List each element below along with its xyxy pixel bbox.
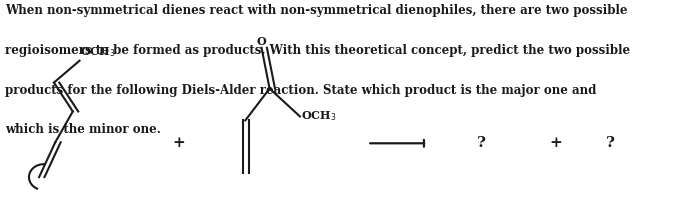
- Text: +: +: [550, 136, 562, 150]
- Text: O: O: [257, 36, 266, 47]
- Text: +: +: [173, 136, 185, 150]
- Text: OCH$_3$: OCH$_3$: [80, 45, 115, 59]
- Text: OCH$_3$: OCH$_3$: [301, 109, 337, 123]
- Text: regioisomers to be formed as products. With this theoretical concept, predict th: regioisomers to be formed as products. W…: [5, 44, 630, 57]
- Text: ?: ?: [605, 136, 615, 150]
- Text: ?: ?: [477, 136, 487, 150]
- Text: products for the following Diels-Alder reaction. State which product is the majo: products for the following Diels-Alder r…: [5, 84, 596, 97]
- Text: which is the minor one.: which is the minor one.: [5, 123, 161, 136]
- Text: When non-symmetrical dienes react with non-symmetrical dienophiles, there are tw: When non-symmetrical dienes react with n…: [5, 4, 628, 17]
